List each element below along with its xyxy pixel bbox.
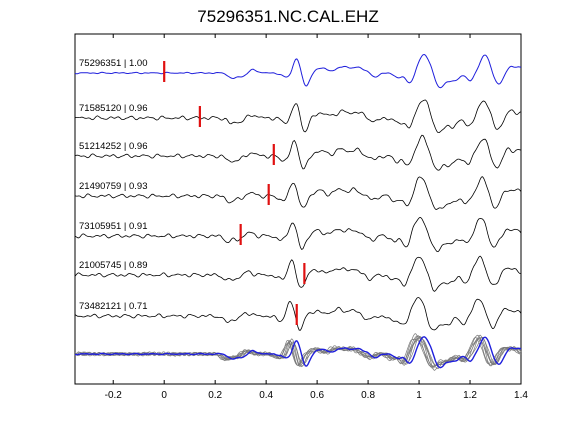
x-tick-label-3: 0.2 — [208, 390, 222, 401]
axes-frame — [74, 33, 522, 385]
stack-trace-7 — [75, 336, 522, 367]
x-axis-ticks: -0.2 0 0.2 0.4 0.6 0.8 1 1.2 1.4 — [105, 34, 528, 401]
x-tick-label-7: 1 — [416, 390, 422, 401]
trace-line-7 — [74, 296, 522, 331]
trace-label-3: 51214252 | 0.96 — [79, 141, 148, 152]
x-tick-label-9: 1.4 — [514, 390, 528, 401]
trace-label-2: 71585120 | 0.96 — [79, 103, 148, 114]
trace-label-5: 73105951 | 0.91 — [79, 221, 148, 232]
x-tick-label-5: 0.6 — [310, 390, 324, 401]
trace-line-2 — [74, 99, 522, 133]
trace-label-4: 21490759 | 0.93 — [79, 181, 148, 192]
chart-title: 75296351.NC.CAL.EHZ — [197, 7, 379, 26]
trace-line-4 — [74, 176, 522, 210]
trace-label-1: 75296351 | 1.00 — [79, 58, 148, 69]
x-tick-label-8: 1.2 — [463, 390, 477, 401]
x-tick-label-2: 0 — [161, 390, 167, 401]
x-tick-label-6: 0.8 — [361, 390, 375, 401]
trace-line-1 — [74, 53, 522, 89]
trace-label-7: 73482121 | 0.71 — [79, 301, 148, 312]
trace-line-6 — [74, 255, 522, 292]
trace-label-6: 21005745 | 0.89 — [79, 260, 148, 271]
traces-group: 75296351 | 1.00 71585120 | 0.96 51214252 |… — [74, 53, 522, 371]
trace-line-5 — [74, 217, 522, 253]
trace-line-3 — [74, 134, 522, 171]
stack-reference-trace — [74, 336, 522, 369]
x-tick-label-1: -0.2 — [105, 390, 123, 401]
x-tick-label-4: 0.4 — [259, 390, 273, 401]
